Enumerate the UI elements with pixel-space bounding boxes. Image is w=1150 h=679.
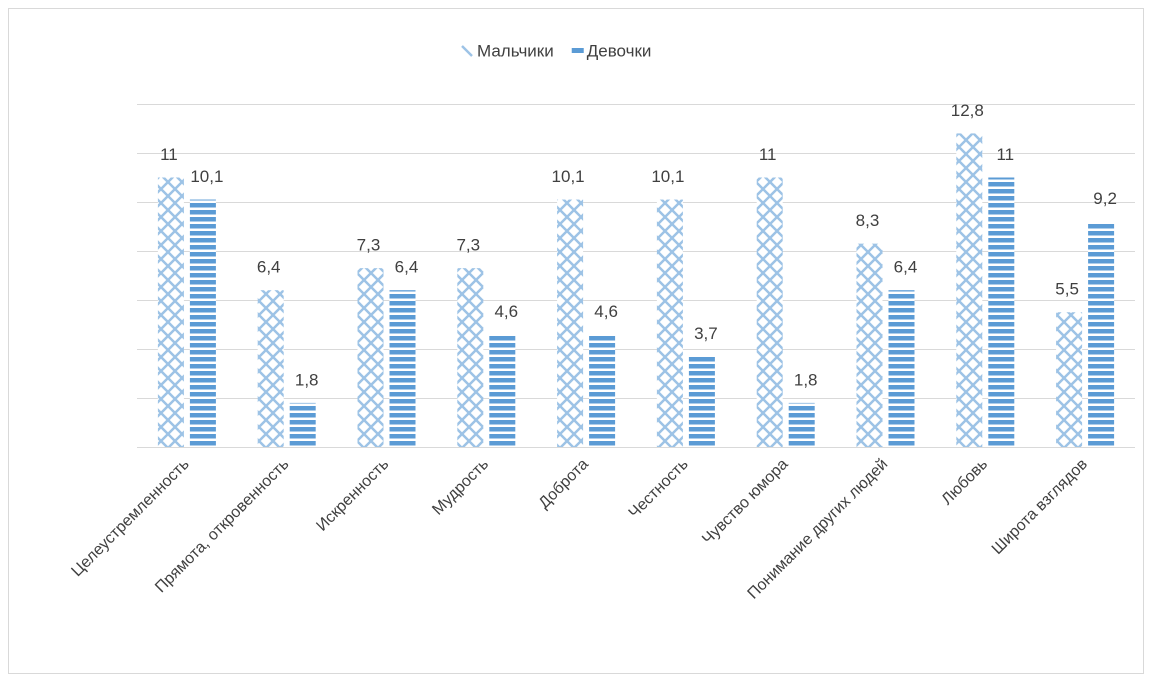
- x-tick-label: Любовь: [938, 456, 991, 509]
- data-label: 4,6: [494, 302, 518, 321]
- bar: [656, 199, 683, 447]
- data-label: 12,8: [951, 101, 984, 120]
- data-label: 8,3: [856, 211, 880, 230]
- bar: [557, 199, 584, 447]
- bar: [756, 177, 783, 447]
- data-label: 9,2: [1093, 189, 1117, 208]
- x-tick-label: Чувство юмора: [699, 456, 791, 548]
- data-label: 1,8: [295, 370, 319, 389]
- data-label: 6,4: [894, 258, 918, 277]
- bar: [688, 356, 715, 447]
- data-label: 4,6: [594, 302, 618, 321]
- data-label: 6,4: [395, 258, 419, 277]
- data-label: 11: [996, 145, 1014, 164]
- legend-label: Девочки: [587, 41, 652, 60]
- bar: [157, 177, 184, 447]
- bar: [389, 290, 416, 447]
- bar: [888, 290, 915, 447]
- data-label: 3,7: [694, 324, 718, 343]
- bar: [289, 402, 316, 447]
- bar: [788, 402, 815, 447]
- bar: [589, 334, 616, 447]
- data-label: 11: [759, 145, 777, 164]
- bar: [856, 243, 883, 447]
- x-tick-label: Доброта: [536, 456, 592, 512]
- bar: [189, 199, 216, 447]
- legend-swatch: [571, 48, 584, 53]
- data-label: 10,1: [552, 167, 585, 186]
- legend-label: Мальчики: [477, 41, 554, 60]
- bar: [357, 268, 384, 447]
- data-label: 1,8: [794, 370, 818, 389]
- data-label: 7,3: [357, 236, 381, 255]
- x-tick-label: Мудрость: [429, 456, 492, 519]
- data-label: 10,1: [651, 167, 684, 186]
- bar: [1088, 221, 1115, 447]
- legend-swatch: [461, 45, 473, 57]
- bar: [489, 334, 516, 447]
- chart-border: [8, 8, 1144, 674]
- data-label: 11: [160, 145, 178, 164]
- bar: [1056, 312, 1083, 447]
- bar: [257, 290, 284, 447]
- x-tick-label: Широта взглядов: [989, 456, 1091, 558]
- data-label: 5,5: [1055, 280, 1079, 299]
- bar: [988, 177, 1015, 447]
- data-label: 7,3: [456, 236, 480, 255]
- x-tick-label: Искренность: [313, 456, 392, 535]
- x-tick-label: Честность: [626, 456, 692, 522]
- data-label: 6,4: [257, 258, 281, 277]
- data-label: 10,1: [190, 167, 223, 186]
- bar: [956, 133, 983, 447]
- bar: [457, 268, 484, 447]
